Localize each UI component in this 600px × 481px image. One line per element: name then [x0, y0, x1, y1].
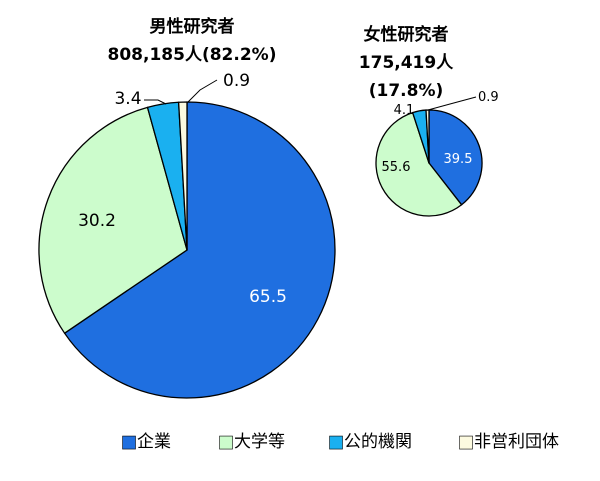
male-value-label-3: 3.4 — [114, 89, 141, 109]
legend-label-3: 公的機関 — [344, 432, 412, 452]
female-slice-0 — [428, 109, 483, 206]
male-slice-3 — [177, 101, 188, 251]
legend-marker-2: ■ — [218, 432, 234, 452]
male-value-label-4: 0.9 — [223, 71, 250, 91]
legend-label-2: 大学等 — [234, 432, 285, 452]
female-title-line-2: 175,419人 — [359, 53, 454, 73]
legend-marker-3: ■ — [328, 432, 344, 452]
male-value-label-2: 30.2 — [78, 211, 116, 231]
female-title-line-1: 女性研究者 — [364, 24, 449, 45]
male-leader-line-4 — [186, 79, 218, 104]
female-slice-1 — [375, 111, 463, 217]
legend-marker-1: ■ — [121, 432, 137, 452]
male-leader-line-3 — [144, 99, 167, 105]
legend-label-4: 非営利団体 — [474, 432, 559, 452]
male-pie-group: 男性研究者 808,185人(82.2%) 65.5 30.2 3.4 0.9 — [38, 16, 336, 399]
female-pie-group: 女性研究者 175,419人 (17.8%) 39.5 55.6 4.1 0.9 — [359, 24, 499, 217]
legend: ■ 企業 ■ 大学等 ■ 公的機関 ■ 非営利団体 — [121, 432, 559, 453]
legend-marker-4: ■ — [458, 432, 474, 452]
male-value-label-1: 65.5 — [249, 287, 287, 307]
male-slice-1 — [38, 106, 188, 334]
male-title-line-2: 808,185人(82.2%) — [108, 45, 277, 65]
female-leader-line-4 — [427, 96, 477, 111]
male-title-line-1: 男性研究者 — [150, 16, 235, 37]
female-value-label-2: 55.6 — [382, 160, 411, 175]
female-value-label-3: 4.1 — [394, 103, 415, 118]
female-value-label-4: 0.9 — [478, 90, 499, 105]
legend-label-1: 企業 — [137, 432, 171, 452]
female-title-line-3: (17.8%) — [369, 81, 444, 101]
female-value-label-1: 39.5 — [444, 152, 473, 167]
male-slice-0 — [63, 101, 336, 399]
